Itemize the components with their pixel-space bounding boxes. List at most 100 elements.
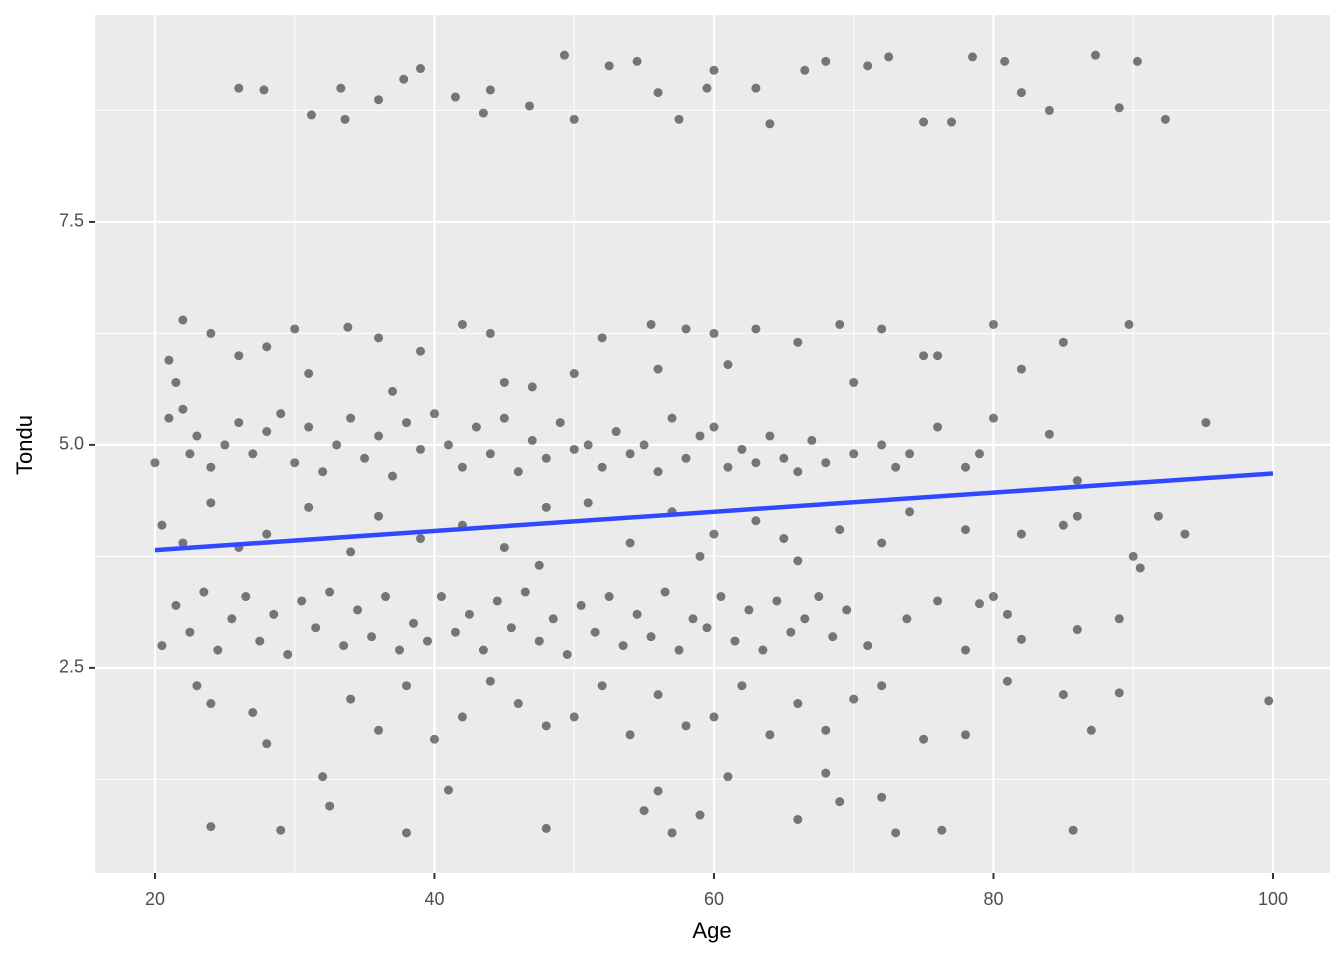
point bbox=[646, 632, 656, 642]
point bbox=[164, 413, 174, 423]
point bbox=[849, 449, 859, 459]
point bbox=[751, 516, 761, 526]
point bbox=[919, 351, 929, 361]
point bbox=[339, 641, 349, 651]
point bbox=[779, 534, 789, 544]
point bbox=[695, 551, 705, 561]
point bbox=[632, 56, 642, 66]
point bbox=[220, 440, 230, 450]
point bbox=[937, 825, 947, 835]
point bbox=[290, 458, 300, 468]
point bbox=[961, 645, 971, 655]
point bbox=[793, 699, 803, 709]
point bbox=[541, 453, 551, 463]
point bbox=[297, 596, 307, 606]
point bbox=[402, 681, 412, 691]
point bbox=[534, 560, 544, 570]
point bbox=[1072, 476, 1082, 486]
point bbox=[346, 413, 356, 423]
point bbox=[429, 734, 439, 744]
point bbox=[1002, 609, 1012, 619]
point bbox=[1114, 103, 1124, 113]
point bbox=[835, 319, 845, 329]
point bbox=[171, 600, 181, 610]
point bbox=[399, 74, 409, 84]
point bbox=[262, 427, 272, 437]
point bbox=[988, 592, 998, 602]
point bbox=[597, 333, 607, 343]
point bbox=[821, 458, 831, 468]
point bbox=[255, 636, 265, 646]
point bbox=[877, 440, 887, 450]
point bbox=[353, 605, 363, 615]
point bbox=[702, 83, 712, 93]
point bbox=[206, 328, 216, 338]
point bbox=[422, 636, 432, 646]
point bbox=[199, 587, 209, 597]
point bbox=[1016, 364, 1026, 374]
point bbox=[800, 614, 810, 624]
point bbox=[765, 730, 775, 740]
point bbox=[849, 377, 859, 387]
point bbox=[604, 592, 614, 602]
point bbox=[877, 324, 887, 334]
point bbox=[450, 92, 460, 102]
point bbox=[1058, 520, 1068, 530]
point bbox=[1160, 114, 1170, 124]
x-tick-label: 20 bbox=[145, 889, 165, 909]
y-axis-title: Tondu bbox=[12, 415, 37, 475]
point bbox=[597, 462, 607, 472]
point bbox=[192, 431, 202, 441]
point bbox=[639, 806, 649, 816]
point bbox=[667, 413, 677, 423]
point bbox=[611, 427, 621, 437]
point bbox=[206, 822, 216, 832]
point bbox=[569, 444, 579, 454]
point bbox=[695, 810, 705, 820]
point bbox=[723, 360, 733, 370]
point bbox=[325, 801, 335, 811]
point bbox=[1124, 319, 1134, 329]
point bbox=[269, 609, 279, 619]
point bbox=[206, 498, 216, 508]
point bbox=[814, 592, 824, 602]
point bbox=[524, 101, 534, 111]
point bbox=[541, 721, 551, 731]
point bbox=[457, 462, 467, 472]
point bbox=[695, 431, 705, 441]
point bbox=[765, 431, 775, 441]
point bbox=[206, 462, 216, 472]
point bbox=[262, 739, 272, 749]
point bbox=[709, 328, 719, 338]
point bbox=[968, 52, 978, 62]
point bbox=[150, 458, 160, 468]
point bbox=[702, 623, 712, 633]
point bbox=[751, 324, 761, 334]
point bbox=[737, 681, 747, 691]
point bbox=[625, 538, 635, 548]
point bbox=[1086, 725, 1096, 735]
point bbox=[464, 609, 474, 619]
point bbox=[709, 529, 719, 539]
point bbox=[1135, 563, 1145, 573]
point bbox=[1000, 56, 1010, 66]
point bbox=[415, 64, 425, 74]
point bbox=[891, 828, 901, 838]
point bbox=[548, 614, 558, 624]
point bbox=[933, 422, 943, 432]
point bbox=[667, 828, 677, 838]
point bbox=[1072, 625, 1082, 635]
point bbox=[395, 645, 405, 655]
point bbox=[164, 355, 174, 365]
point bbox=[807, 435, 817, 445]
point bbox=[185, 449, 195, 459]
point bbox=[786, 627, 796, 637]
point bbox=[443, 785, 453, 795]
point bbox=[681, 453, 691, 463]
point bbox=[821, 725, 831, 735]
point bbox=[374, 95, 384, 105]
point bbox=[723, 772, 733, 782]
point bbox=[227, 614, 237, 624]
point bbox=[304, 502, 314, 512]
point bbox=[1090, 50, 1100, 60]
